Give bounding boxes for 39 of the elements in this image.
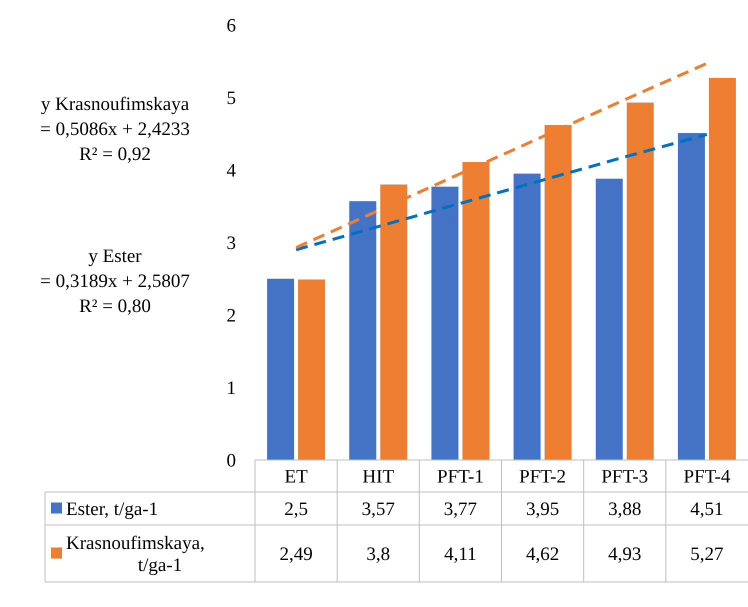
y-tick-label: 6 [226,16,236,37]
x-tick-label: ET [284,466,308,488]
bar [298,279,326,460]
legend-label: Krasnoufimskaya, t/ga-1 [66,533,205,576]
y-tick-label: 4 [226,160,236,182]
bar [431,186,458,460]
y-tick-label: 2 [226,306,236,327]
x-tick-label: PFT-3 [601,466,648,488]
x-tick-label: PFT-1 [437,466,484,488]
data-label: 4,62 [526,544,560,566]
x-tick-label: PFT-4 [684,466,731,488]
data-label: 3,8 [366,544,390,566]
x-tick-label: HIT [362,466,394,488]
text: y Krasnoufimskaya = 0,5086x + 2,4233 R² = 0,92 [40,94,190,165]
bar [626,102,654,460]
bar [514,174,541,460]
line-series [294,132,708,252]
bar [596,178,623,460]
data-label: 2,49 [279,544,313,566]
y-tick-label: 1 [226,378,236,400]
y-tick-label: 5 [226,88,236,110]
data-label: 4,11 [444,544,477,566]
data-label: 5,27 [690,544,724,566]
legend-label: Ester, t/ga-1 [66,499,158,520]
text: y Ester = 0,3189x + 2,5807 R² = 0,80 [40,246,190,317]
data-label: 2,5 [284,499,308,520]
bar [267,278,294,460]
bar [349,201,376,460]
bar [678,133,705,460]
data-label: 3,77 [444,499,478,520]
y-tick-label: 0 [226,450,236,472]
data-label: 4,51 [690,499,724,520]
bar [708,78,736,460]
y-tick-label: 3 [226,233,236,254]
data-label: 3,57 [362,499,395,520]
data-label: 3,88 [608,499,642,520]
x-tick-label: PFT-2 [519,466,566,488]
data-label: 4,93 [608,544,642,566]
data-label: 3,95 [526,499,560,520]
